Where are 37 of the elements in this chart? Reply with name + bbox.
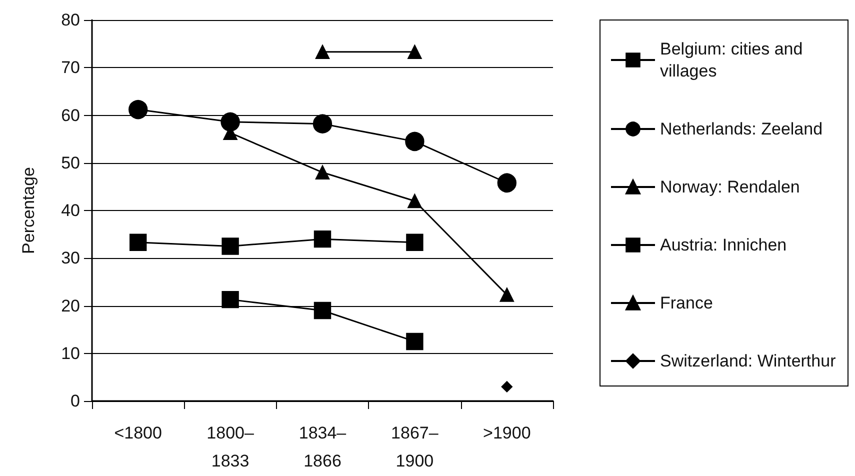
point xyxy=(500,288,514,302)
point xyxy=(501,381,512,392)
y-tick-label: 60 xyxy=(61,106,80,125)
y-tick-label: 40 xyxy=(61,201,80,220)
x-tick-label: <1800 xyxy=(114,424,162,442)
legend-label: Austria: Innichen xyxy=(660,236,787,254)
x-tick-label: 1834–1866 xyxy=(298,424,347,470)
y-tick-label: 50 xyxy=(61,153,80,172)
legend-label: Belgium: cities and villages xyxy=(660,40,808,80)
y-tick-label: 80 xyxy=(61,10,80,30)
point xyxy=(222,238,239,255)
point xyxy=(130,234,147,252)
legend-label: Switzerland: Winterthur xyxy=(660,352,836,370)
point xyxy=(408,194,422,208)
y-axis-title: Percentage xyxy=(19,167,38,254)
point xyxy=(220,112,240,132)
y-tick-label: 20 xyxy=(61,296,80,316)
x-tick-label: 1867–1900 xyxy=(391,424,439,470)
legend-label: Norway: Rendalen xyxy=(660,178,800,196)
point xyxy=(315,165,330,180)
x-tick-label: >1900 xyxy=(483,424,531,442)
point xyxy=(312,114,332,134)
y-tick-label: 30 xyxy=(61,248,80,268)
point xyxy=(314,230,332,248)
legend-label: France xyxy=(660,294,713,312)
point xyxy=(405,132,424,152)
y-tick-label: 0 xyxy=(70,392,80,410)
x-tick-label: 1800–1833 xyxy=(206,424,254,470)
point xyxy=(497,173,516,192)
point xyxy=(406,234,424,252)
point xyxy=(314,302,332,320)
legend-label: Netherlands: Zeeland xyxy=(660,120,823,138)
point xyxy=(222,290,239,308)
y-tick-label: 70 xyxy=(61,58,80,78)
y-tick-label: 10 xyxy=(61,344,80,363)
point xyxy=(128,100,148,120)
point xyxy=(406,332,424,350)
